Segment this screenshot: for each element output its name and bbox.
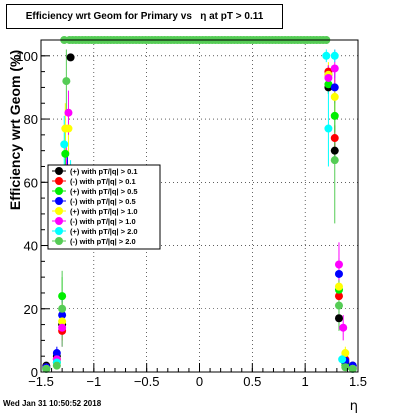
data-point xyxy=(334,269,343,278)
data-point xyxy=(64,124,73,133)
data-point xyxy=(324,80,333,89)
legend-marker xyxy=(55,237,63,245)
axis-ticks xyxy=(40,39,359,373)
data-point xyxy=(58,323,67,332)
x-tick-label: −0.5 xyxy=(134,374,160,389)
x-tick-label: 0 xyxy=(196,374,203,389)
data-point xyxy=(339,323,348,332)
legend-entry: (-) with pT/|q| > 0.5 xyxy=(70,197,136,206)
y-tick-label: 100 xyxy=(16,49,38,64)
legend: (+) with pT/|q| > 0.1(-) with pT/|q| > 0… xyxy=(47,164,161,250)
legend-marker xyxy=(55,177,63,185)
data-point xyxy=(334,260,343,269)
legend-box xyxy=(47,164,161,250)
y-tick-label: 60 xyxy=(24,175,38,190)
data-point xyxy=(64,108,73,117)
data-point xyxy=(334,282,343,291)
data-point xyxy=(58,317,67,326)
data-point xyxy=(61,149,70,158)
x-tick-label: 0.5 xyxy=(243,374,261,389)
data-point xyxy=(60,140,69,149)
y-tick-label: 40 xyxy=(24,239,38,254)
data-point xyxy=(341,349,350,358)
data-point xyxy=(322,51,331,60)
data-point xyxy=(330,111,339,120)
legend-marker xyxy=(55,227,63,235)
data-point xyxy=(330,134,339,143)
data-point xyxy=(324,73,333,82)
data-point xyxy=(330,51,339,60)
footer-timestamp: Wed Jan 31 10:50:52 2018 xyxy=(3,399,102,408)
data-point xyxy=(58,292,67,301)
data-points xyxy=(42,36,357,373)
legend-entry: (-) with pT/|q| > 1.0 xyxy=(70,217,136,226)
data-point xyxy=(334,292,343,301)
y-tick-label: 20 xyxy=(24,302,38,317)
legend-entry: (-) with pT/|q| > 2.0 xyxy=(70,237,136,246)
legend-marker xyxy=(55,167,63,175)
data-point xyxy=(58,311,67,320)
data-point xyxy=(62,77,71,86)
legend-entry: (+) with pT/|q| > 2.0 xyxy=(70,227,138,236)
x-axis-label: η xyxy=(350,399,358,414)
data-point xyxy=(52,349,61,358)
data-point xyxy=(334,314,343,323)
data-point xyxy=(330,92,339,101)
legend-marker xyxy=(55,217,63,225)
data-point xyxy=(52,361,61,370)
data-point xyxy=(348,364,357,373)
legend-entry: (+) with pT/|q| > 0.5 xyxy=(70,187,138,196)
legend-entry: (+) with pT/|q| > 1.0 xyxy=(70,207,138,216)
data-point xyxy=(330,146,339,155)
data-point xyxy=(330,83,339,92)
data-point xyxy=(334,301,343,310)
x-tick-label: 1.5 xyxy=(349,374,367,389)
y-tick-label: 0 xyxy=(31,365,38,380)
y-tick-label: 80 xyxy=(24,112,38,127)
tick-labels: −1.5 −1 −0.5 0 0.5 1 1.5 0 20 40 60 80 100 xyxy=(16,49,367,389)
y-axis-label: Efficiency wrt Geom (%) xyxy=(7,50,23,210)
legend-entry: (+) with pT/|q| > 0.1 xyxy=(70,167,138,176)
data-point xyxy=(330,156,339,165)
data-point xyxy=(330,64,339,73)
data-point xyxy=(324,124,333,133)
legend-marker xyxy=(55,197,63,205)
legend-entry: (-) with pT/|q| > 0.1 xyxy=(70,177,136,186)
data-point xyxy=(338,355,347,364)
data-point xyxy=(66,53,75,62)
data-point xyxy=(341,363,350,372)
chart-title: Efficiency wrt Geom for Primary vs η at … xyxy=(6,4,283,29)
x-tick-label: 1 xyxy=(302,374,309,389)
x-tick-label: −1 xyxy=(86,374,101,389)
data-point xyxy=(42,364,51,373)
legend-marker xyxy=(55,207,63,215)
legend-marker xyxy=(55,187,63,195)
data-point xyxy=(58,304,67,313)
x-tick-label: −1.5 xyxy=(28,374,54,389)
